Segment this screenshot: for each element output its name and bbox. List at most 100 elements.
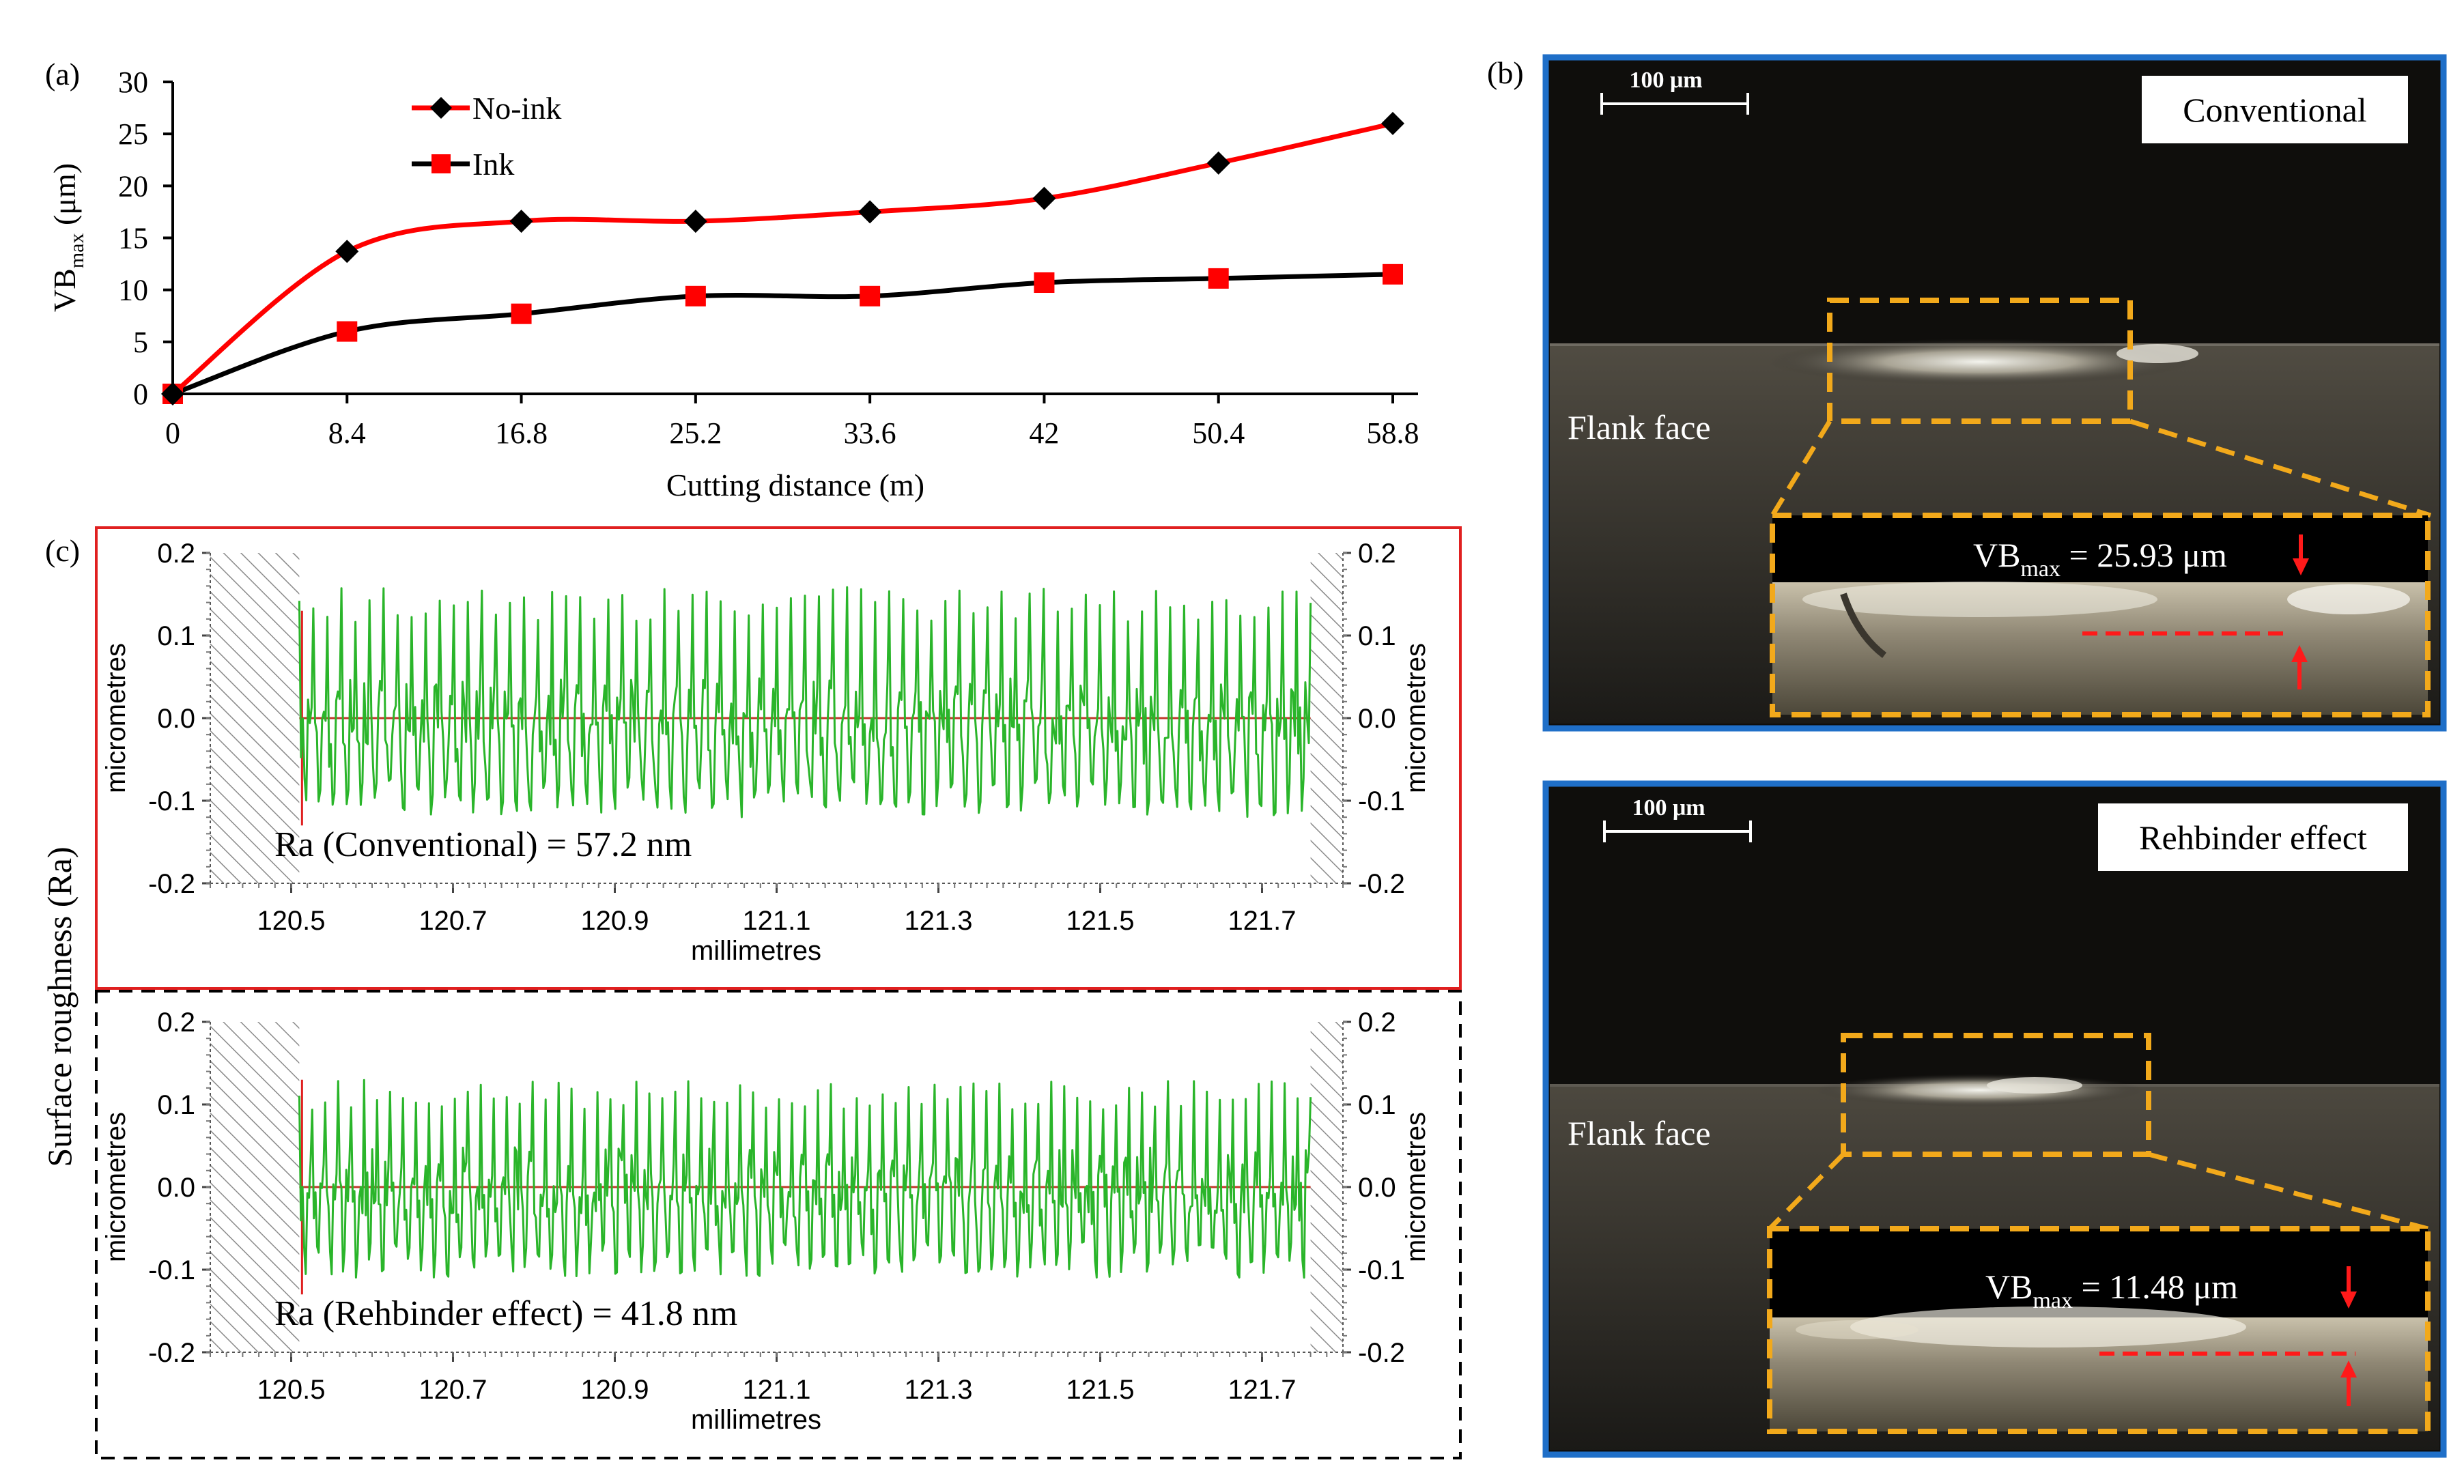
- condition-label: Rehbinder effect: [2139, 818, 2367, 857]
- panel-label-b: (b): [1487, 55, 1524, 90]
- x-tick-label: 50.4: [1192, 416, 1245, 450]
- scale-bar-label: 100 μm: [1629, 68, 1702, 93]
- legend-marker-ink: [431, 154, 451, 173]
- wear-highlight: [1987, 1077, 2082, 1094]
- profile-chart-conventional: -0.2 -0.2 -0.1 -0.1 0.0 0.0 0.1 0.1 0.2 0.2 120.5 1…: [101, 539, 1431, 966]
- data-point-no-ink: [858, 200, 882, 224]
- flank-face-label: Flank face: [1568, 408, 1711, 446]
- arrow-down-icon: [2293, 534, 2309, 575]
- arrow-up-icon: [2340, 1360, 2357, 1406]
- y-tick-label: -0.1: [148, 786, 195, 816]
- ra-annotation: Ra (Rehbinder effect) = 41.8 nm: [274, 1294, 737, 1333]
- y-tick-label-right: 0.0: [1358, 1173, 1396, 1203]
- wear-land: [1768, 339, 2192, 385]
- x-tick-label: 121.1: [742, 1375, 810, 1405]
- y-tick-label: 30: [118, 66, 148, 99]
- y-tick-label: -0.2: [148, 1338, 195, 1368]
- data-point-ink: [1208, 268, 1229, 289]
- y-tick-label-right: -0.1: [1358, 786, 1405, 816]
- y-tick-label-right: 0.0: [1358, 704, 1396, 734]
- y-tick-label: 0.0: [157, 1173, 195, 1203]
- x-tick-label: 25.2: [669, 416, 722, 450]
- x-tick-label: 120.5: [257, 1375, 325, 1405]
- y-tick-label-right: 0.1: [1358, 1090, 1396, 1120]
- data-point-no-ink: [335, 240, 359, 263]
- data-point-ink: [685, 285, 706, 306]
- profile-y-label-right: micrometres: [1401, 1112, 1431, 1262]
- x-tick-label: 16.8: [495, 416, 548, 450]
- x-tick-label: 120.9: [580, 1375, 649, 1405]
- y-tick-label-right: 0.2: [1358, 539, 1396, 569]
- x-tick-label: 120.7: [419, 906, 487, 936]
- scale-bar: 100 μm: [1600, 68, 1749, 115]
- x-tick-label: 121.5: [1066, 1375, 1134, 1405]
- y-tick-label: 0.2: [157, 539, 195, 569]
- micrograph-conventional: 100 μm Conventional Flank face VBmax = 2…: [1542, 54, 2447, 732]
- wear-x-ticks: 0 8.4 16.8 25.2 33.6 42 50.4 58.8: [165, 394, 1419, 450]
- y-tick-label-right: -0.2: [1358, 869, 1405, 899]
- condition-label-box: [2142, 76, 2408, 143]
- profile-y-label: micrometres: [101, 1112, 131, 1262]
- micrograph-panel: (b) 100 μm Conventional Flank face: [1487, 54, 2447, 1458]
- zoom-inset: VBmax = 25.93 μm: [1770, 513, 2431, 717]
- data-point-ink: [511, 303, 532, 324]
- data-point-ink: [1034, 272, 1055, 294]
- x-tick-label: 121.1: [742, 906, 810, 936]
- x-tick-label: 42: [1029, 416, 1059, 450]
- panel-label-c: (c): [45, 533, 80, 568]
- series-line-ink: [171, 272, 1393, 397]
- y-tick-label-right: -0.1: [1358, 1255, 1405, 1285]
- x-tick-label: 58.8: [1367, 416, 1419, 450]
- x-tick-label: 8.4: [328, 416, 366, 450]
- legend-label-no-ink: No-ink: [472, 91, 561, 126]
- wear-legend: No-ink Ink: [412, 91, 561, 182]
- micrograph-rehbinder: 100 μm Rehbinder effect Flank face VBmax…: [1542, 780, 2447, 1458]
- rehbinder-frame: [95, 990, 1462, 1459]
- y-tick-label: 0: [133, 377, 148, 411]
- profile-y-label-right: micrometres: [1401, 643, 1431, 793]
- x-tick-label: 33.6: [844, 416, 896, 450]
- vb-label: VBmax = 25.93 μm: [1973, 536, 2227, 582]
- profile-x-label: millimetres: [691, 936, 821, 966]
- profile-chart-rehbinder: -0.2 -0.2 -0.1 -0.1 0.0 0.0 0.1 0.1 0.2 0.2 120.5 1…: [101, 1008, 1431, 1435]
- roughness-profile: [298, 586, 1312, 818]
- zoom-connector-left: [1770, 420, 1832, 517]
- profile-y-label: micrometres: [101, 643, 131, 793]
- y-tick-label: 0.2: [157, 1008, 195, 1038]
- excluded-region-right: [1310, 553, 1343, 883]
- ra-annotation: Ra (Conventional) = 57.2 nm: [274, 825, 692, 864]
- y-tick-label: 0.0: [157, 704, 195, 734]
- y-tick-label-right: 0.1: [1358, 621, 1396, 651]
- data-point-no-ink: [1206, 151, 1230, 175]
- x-tick-label: 121.7: [1228, 906, 1296, 936]
- zoom-connector-right: [2129, 418, 2432, 518]
- wear-series: [161, 111, 1404, 405]
- zoom-region: [1841, 1033, 2151, 1157]
- roughness-profile: [298, 1079, 1312, 1279]
- profile-x-label: millimetres: [691, 1405, 821, 1435]
- data-point-ink: [337, 321, 358, 342]
- wear-land: [1816, 1074, 2144, 1107]
- flank-face-label: Flank face: [1568, 1114, 1711, 1152]
- surface-roughness-label: Surface roughness (Ra): [40, 846, 79, 1167]
- data-point-ink: [1383, 263, 1403, 285]
- x-tick-label: 120.9: [580, 906, 649, 936]
- arrow-up-icon: [2291, 645, 2308, 689]
- y-tick-label: -0.1: [148, 1255, 195, 1285]
- roughness-panel: (c) Surface roughness (Ra) -0.2 -0.2 -0.1 -…: [40, 526, 1462, 1459]
- x-tick-label: 121.5: [1066, 906, 1134, 936]
- data-point-no-ink: [1381, 111, 1404, 135]
- excluded-region-left: [210, 1022, 300, 1352]
- conventional-frame: [95, 526, 1462, 990]
- y-tick-label: 25: [118, 117, 148, 151]
- arrow-down-icon: [2340, 1266, 2357, 1309]
- zoom-connector-left: [1768, 1152, 1845, 1231]
- panel-label-a: (a): [45, 57, 80, 91]
- data-point-ink: [860, 285, 881, 306]
- x-tick-label: 120.7: [419, 1375, 487, 1405]
- y-tick-label: 5: [133, 326, 148, 359]
- data-point-no-ink: [509, 210, 533, 233]
- excluded-region-left: [210, 553, 300, 883]
